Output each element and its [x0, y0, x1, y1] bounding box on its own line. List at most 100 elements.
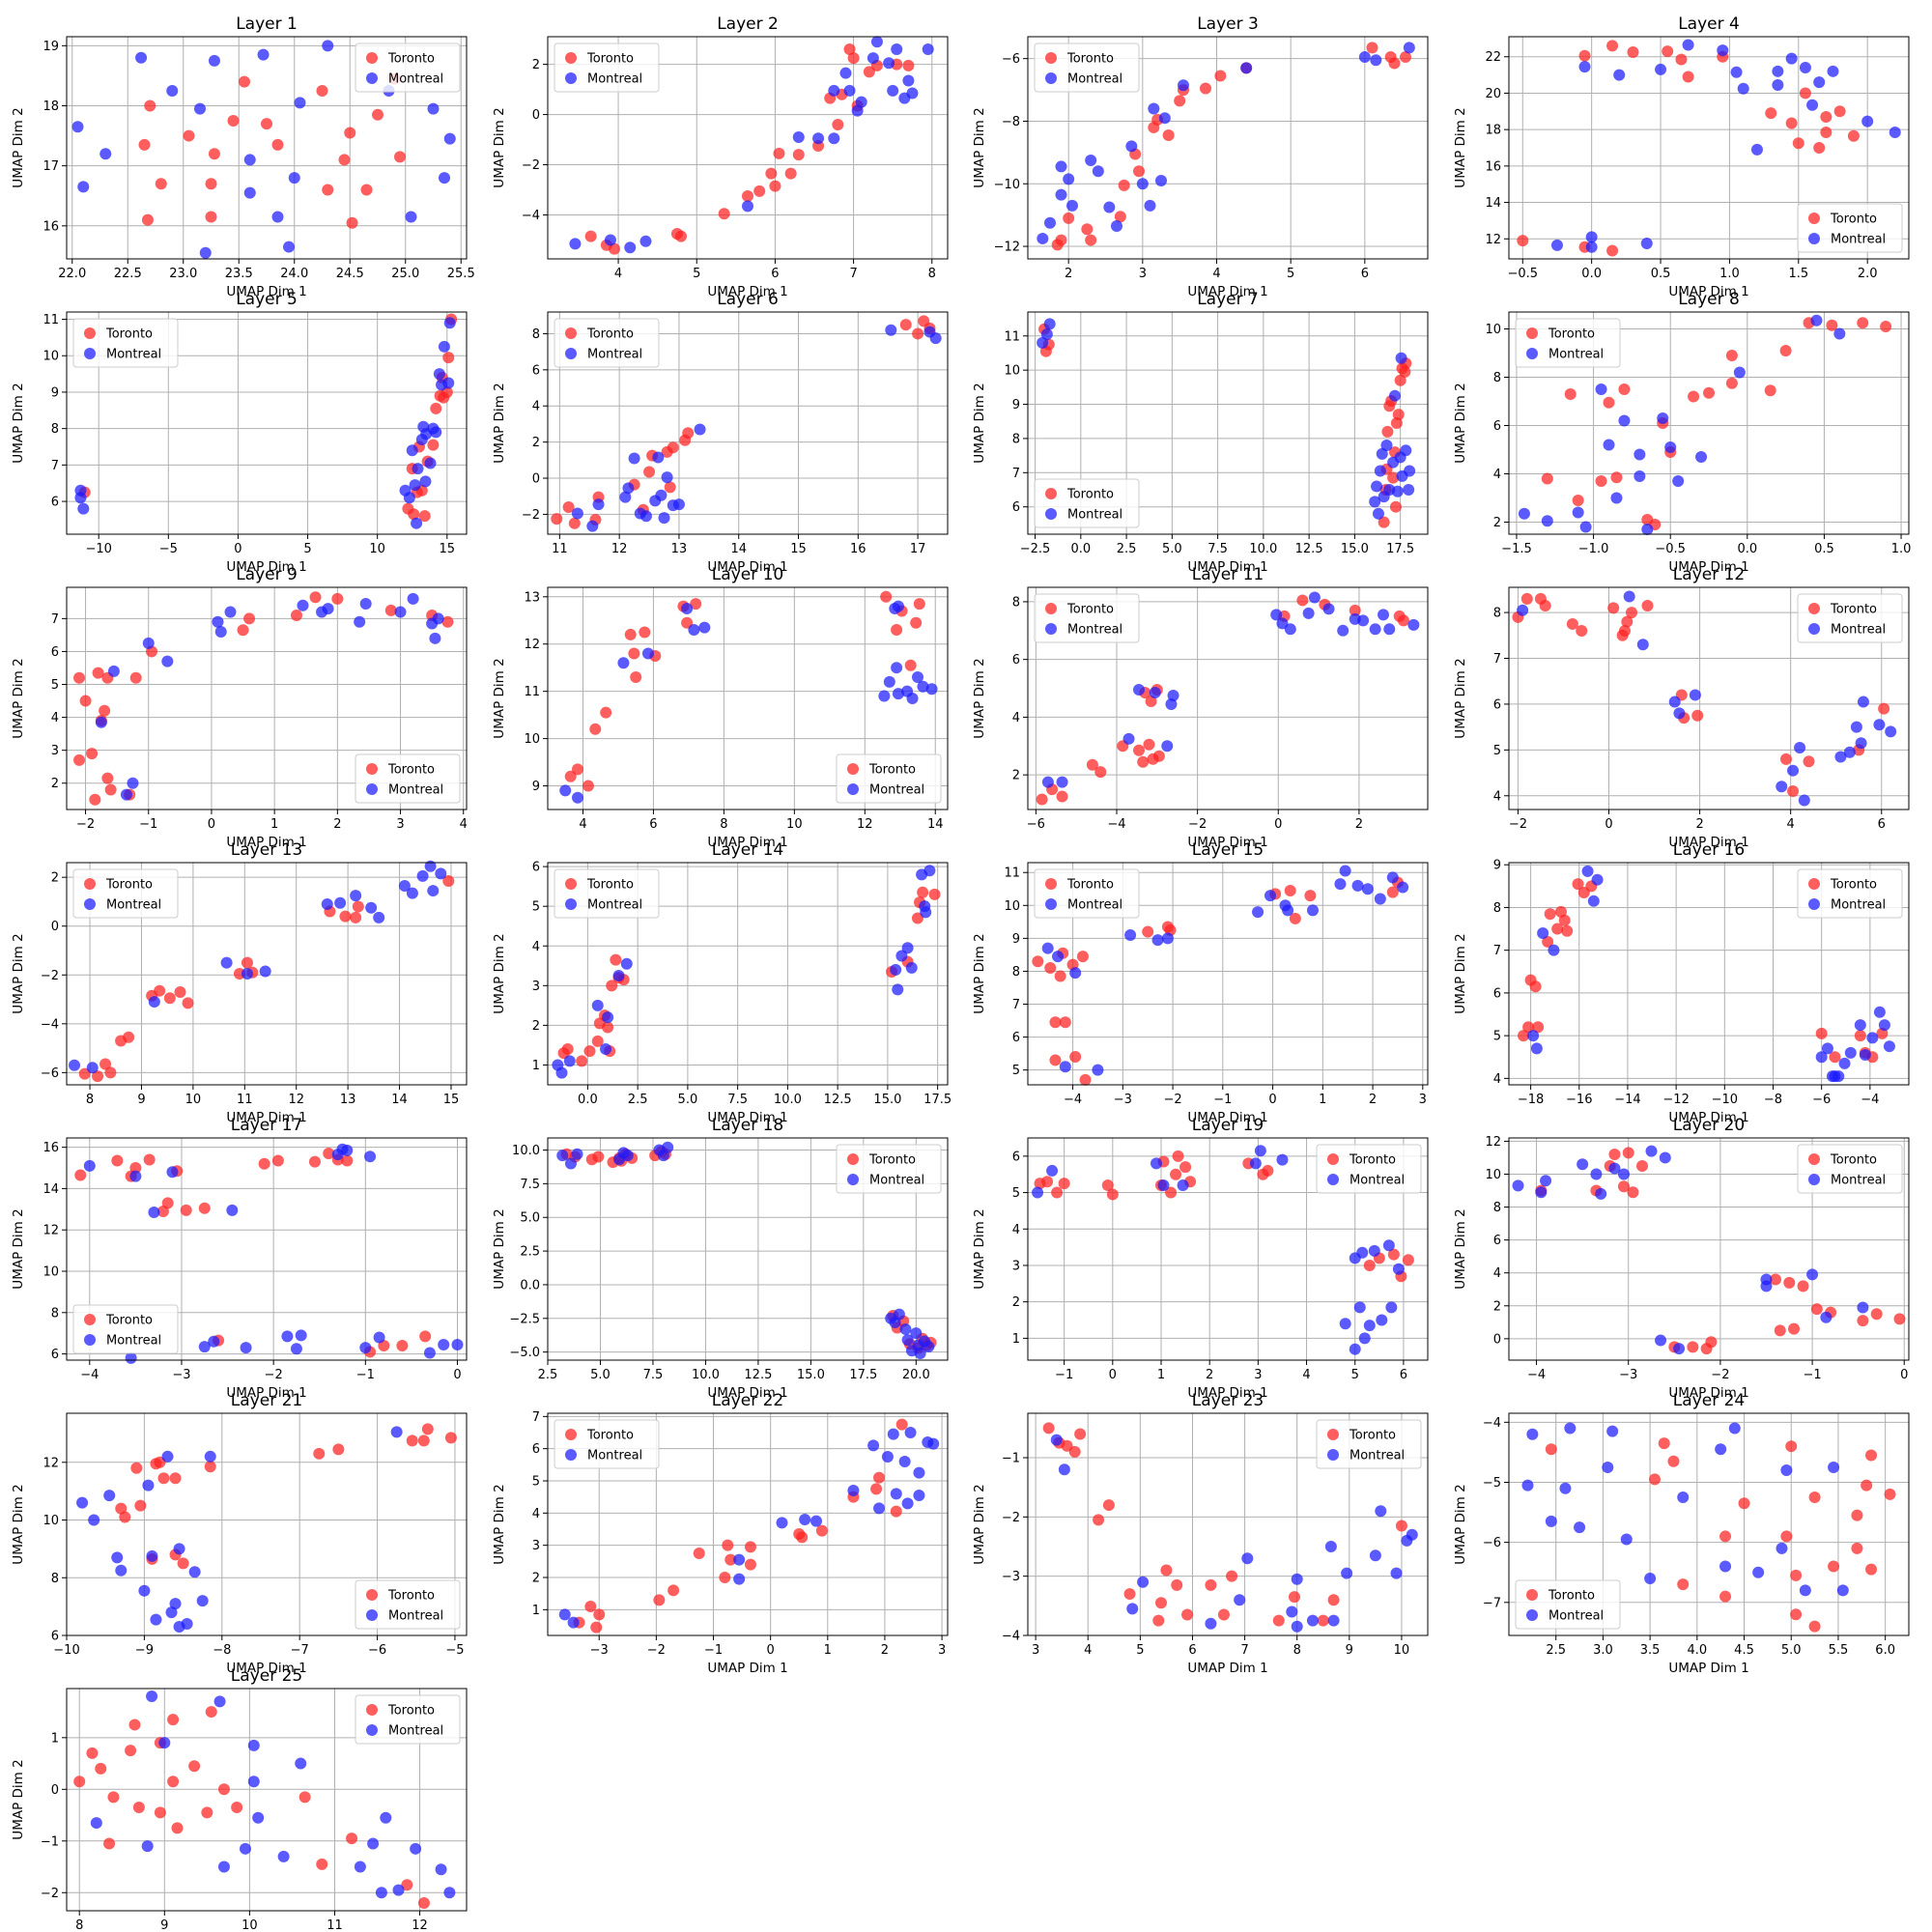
data-point-montreal — [870, 36, 883, 48]
y-axis-label: UMAP Dim 2 — [972, 107, 987, 187]
data-point-montreal — [125, 1351, 137, 1364]
data-point-montreal — [142, 1479, 155, 1492]
x-tick-label: −10 — [85, 542, 111, 556]
data-point-montreal — [239, 1842, 251, 1855]
data-point-montreal — [141, 1840, 154, 1853]
x-tick-label: −6 — [1812, 1093, 1831, 1107]
x-tick-label: 0.5 — [1651, 267, 1671, 281]
data-point-montreal — [901, 1334, 914, 1347]
data-point-toronto — [624, 628, 637, 640]
y-tick-label: 10 — [1004, 899, 1020, 914]
data-point-montreal — [288, 172, 300, 185]
y-tick-label: 0 — [532, 472, 540, 487]
data-point-toronto — [1725, 350, 1738, 361]
data-point-montreal — [1850, 721, 1862, 733]
y-tick-label: 5 — [1012, 1064, 1020, 1078]
x-tick-label: 12.5 — [1295, 542, 1323, 556]
data-point-montreal — [1264, 890, 1276, 902]
data-point-montreal — [1668, 696, 1681, 708]
data-point-toronto — [1165, 1186, 1178, 1199]
data-point-toronto — [1662, 45, 1674, 58]
data-point-montreal — [443, 132, 456, 145]
data-point-toronto — [1388, 57, 1401, 70]
data-point-montreal — [1794, 741, 1806, 753]
data-point-montreal — [1137, 1576, 1150, 1588]
x-tick-label: −2 — [1163, 1093, 1181, 1107]
x-tick-label: −3 — [1619, 1368, 1637, 1382]
y-tick-label: 19 — [43, 40, 59, 54]
data-point-toronto — [1790, 1608, 1803, 1621]
data-point-montreal — [1136, 178, 1149, 190]
x-tick-label: 3.5 — [1640, 1643, 1661, 1658]
subplot-title: Layer 21 — [231, 1391, 302, 1410]
data-point-toronto — [1857, 1315, 1869, 1327]
data-point-montreal — [1368, 1244, 1380, 1257]
data-point-montreal — [1821, 1042, 1833, 1055]
y-tick-label: 5 — [1493, 744, 1501, 758]
data-point-toronto — [1787, 785, 1800, 798]
data-point-montreal — [1813, 76, 1826, 89]
data-point-toronto — [198, 1202, 211, 1214]
data-point-montreal — [1357, 614, 1370, 627]
data-point-toronto — [910, 616, 923, 629]
data-point-montreal — [142, 637, 155, 649]
legend-marker-montreal — [84, 348, 96, 359]
legend-label-toronto: Toronto — [105, 1314, 153, 1328]
data-point-toronto — [873, 1471, 886, 1484]
x-tick-label: 11 — [237, 1093, 253, 1107]
data-point-montreal — [1286, 1605, 1298, 1618]
legend-marker-toronto — [1327, 1153, 1339, 1165]
x-tick-label: 3 — [938, 1643, 946, 1658]
y-tick-label: 16 — [43, 219, 59, 234]
data-point-montreal — [792, 130, 805, 143]
data-point-toronto — [1578, 49, 1591, 62]
data-point-montreal — [1866, 1032, 1879, 1044]
x-axis-label: UMAP Dim 1 — [707, 559, 787, 575]
data-point-toronto — [346, 216, 358, 229]
data-point-montreal — [622, 482, 635, 495]
data-point-montreal — [188, 1566, 201, 1578]
data-point-toronto — [101, 772, 114, 784]
x-tick-label: 11 — [552, 542, 568, 556]
data-point-montreal — [612, 970, 625, 982]
x-tick-label: 9 — [1346, 1643, 1353, 1658]
legend-label-toronto: Toronto — [387, 1704, 435, 1719]
data-point-montreal — [1388, 389, 1401, 402]
subplot-title: Layer 7 — [1197, 290, 1259, 309]
y-axis-label: UMAP Dim 2 — [492, 383, 507, 463]
data-point-montreal — [892, 688, 904, 700]
data-point-toronto — [1788, 1322, 1801, 1335]
data-point-montreal — [1799, 62, 1811, 74]
data-point-toronto — [1074, 1428, 1087, 1440]
data-point-toronto — [890, 1505, 902, 1518]
data-point-montreal — [1634, 448, 1646, 461]
legend-box — [1034, 478, 1140, 528]
legend-marker-montreal — [1045, 623, 1057, 635]
data-point-montreal — [1873, 1006, 1886, 1018]
data-point-toronto — [352, 900, 364, 913]
data-point-montreal — [1155, 175, 1167, 187]
data-point-montreal — [1376, 447, 1388, 460]
data-point-toronto — [784, 167, 797, 180]
legend-marker-montreal — [1808, 898, 1820, 910]
data-point-montreal — [1052, 951, 1065, 963]
x-tick-label: 6 — [1188, 1643, 1196, 1658]
data-point-montreal — [74, 492, 87, 504]
data-point-montreal — [1358, 51, 1371, 64]
y-tick-label: 3 — [51, 744, 59, 758]
y-tick-label: −10 — [994, 178, 1020, 192]
data-point-toronto — [78, 1067, 91, 1080]
data-point-montreal — [556, 1150, 569, 1162]
data-point-toronto — [1627, 46, 1639, 59]
data-point-toronto — [258, 1157, 270, 1170]
data-point-toronto — [792, 149, 805, 161]
y-tick-label: 6 — [1012, 1031, 1020, 1045]
data-point-toronto — [1387, 471, 1400, 484]
data-point-toronto — [1226, 1570, 1238, 1582]
data-point-montreal — [1752, 1566, 1765, 1578]
data-point-montreal — [424, 860, 437, 872]
data-point-toronto — [1181, 1608, 1194, 1621]
data-point-montreal — [1613, 69, 1626, 81]
data-point-toronto — [1648, 1473, 1661, 1486]
data-point-toronto — [1542, 935, 1554, 948]
